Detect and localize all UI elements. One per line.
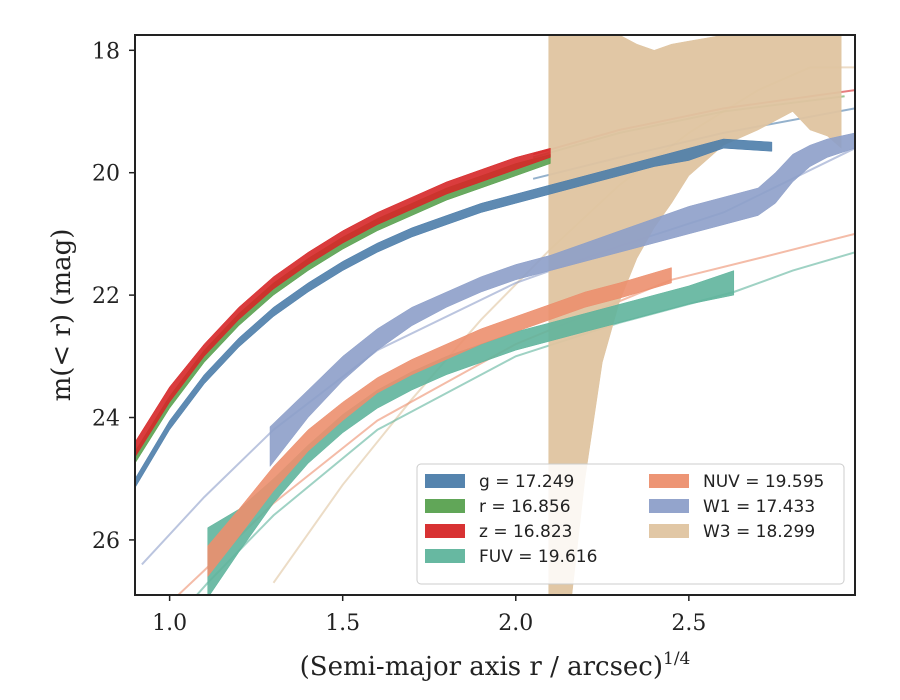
x-tick-label: 2.5 <box>671 611 706 636</box>
x-axis-title: (Semi-major axis r / arcsec)1/4 <box>300 649 691 682</box>
legend-label-W1: W1 = 17.433 <box>703 497 815 517</box>
legend-swatch-W3 <box>649 524 689 538</box>
legend-label-NUV: NUV = 19.595 <box>703 472 824 492</box>
y-tick-label: 24 <box>92 407 120 432</box>
y-tick-label: 20 <box>92 162 120 187</box>
legend-label-z: z = 16.823 <box>479 522 572 542</box>
ticks-layer: 1.0 1.5 2.0 2.5 18 20 22 24 26 <box>92 39 706 636</box>
y-axis-title: m(< r) (mag) <box>47 229 77 402</box>
legend-label-r: r = 16.856 <box>479 497 571 517</box>
legend-swatch-NUV <box>649 474 689 488</box>
legend-box <box>416 463 845 585</box>
series-band-z <box>135 147 551 458</box>
legend-label-FUV: FUV = 19.616 <box>479 547 597 567</box>
series-band-NUV <box>207 267 672 578</box>
series-band-g <box>135 138 773 489</box>
x-tick-label: 1.5 <box>325 611 360 636</box>
series-band-W1 <box>269 132 855 468</box>
series-model-FUV <box>195 251 855 595</box>
legend-swatch-z <box>425 524 465 538</box>
legend-swatch-W1 <box>649 499 689 513</box>
y-tick-label: 26 <box>92 529 120 554</box>
x-tick-label: 2.0 <box>498 611 533 636</box>
legend-label-g: g = 17.249 <box>479 472 574 492</box>
y-tick-label: 18 <box>92 39 120 64</box>
plot-layer <box>135 35 855 595</box>
y-tick-label: 22 <box>92 284 120 309</box>
legend-swatch-r <box>425 499 465 513</box>
x-tick-label: 1.0 <box>152 611 187 636</box>
legend: g = 17.249 r = 16.856 z = 16.823 FUV = 19.6… <box>416 463 845 585</box>
legend-swatch-g <box>425 474 465 488</box>
plot-frame <box>134 34 856 596</box>
legend-label-W3: W3 = 18.299 <box>703 522 815 542</box>
legend-swatch-FUV <box>425 549 465 563</box>
